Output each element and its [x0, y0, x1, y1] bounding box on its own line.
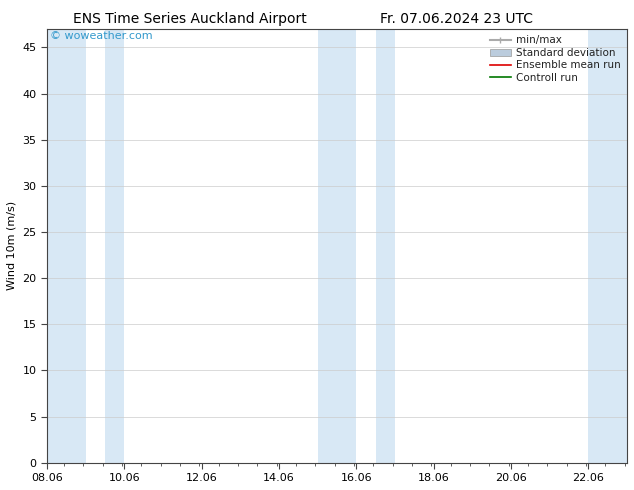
- Text: Fr. 07.06.2024 23 UTC: Fr. 07.06.2024 23 UTC: [380, 12, 533, 26]
- Bar: [318, 29, 356, 463]
- Y-axis label: Wind 10m (m/s): Wind 10m (m/s): [7, 201, 17, 291]
- Legend: min/max, Standard deviation, Ensemble mean run, Controll run: min/max, Standard deviation, Ensemble me…: [487, 32, 624, 86]
- Text: ENS Time Series Auckland Airport: ENS Time Series Auckland Airport: [74, 12, 307, 26]
- Bar: [105, 29, 124, 463]
- Bar: [47, 29, 86, 463]
- Text: © woweather.com: © woweather.com: [50, 31, 153, 41]
- Bar: [376, 29, 395, 463]
- Bar: [588, 29, 634, 463]
